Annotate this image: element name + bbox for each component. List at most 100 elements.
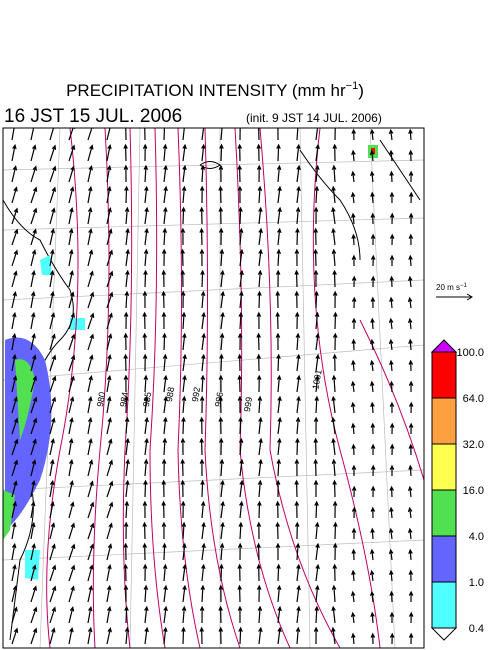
wind-arrow (68, 291, 75, 309)
wind-arrow (125, 458, 130, 477)
wind-arrow (331, 416, 336, 435)
wind-arrow (315, 164, 320, 183)
wind-arrow (333, 311, 338, 330)
wind-arrow (11, 563, 17, 582)
wind-arrow (296, 395, 301, 414)
wind-arrow (199, 626, 204, 645)
wind-arrow (332, 500, 338, 519)
isobar-label: 996 (213, 391, 225, 408)
wind-arrow (106, 333, 113, 351)
map-frame (2, 127, 425, 649)
wind-arrow (49, 186, 57, 204)
isobar-label: 985 (141, 391, 153, 408)
wind-arrow (277, 626, 282, 645)
wind-arrow (331, 206, 336, 225)
wind-arrow (163, 185, 168, 204)
wind-arrow (276, 143, 281, 162)
wind-arrow (389, 170, 394, 183)
wind-arrow (408, 233, 414, 246)
wind-arrow (257, 479, 263, 498)
colorbar-label: 1.0 (469, 577, 484, 589)
wind-arrow (11, 270, 18, 288)
wind-arrow (30, 396, 38, 414)
wind-arrow (106, 563, 112, 582)
coastline (3, 139, 421, 641)
wind-arrow (201, 128, 206, 141)
wind-arrow (182, 143, 187, 162)
title-text: PRECIPITATION INTENSITY (mm hr (66, 81, 346, 100)
wind-arrow (258, 458, 263, 477)
wind-arrow (219, 248, 225, 267)
wind-arrow (30, 479, 36, 498)
wind-arrow (408, 590, 414, 603)
wind-arrow (389, 254, 395, 267)
wind-arrow (123, 332, 129, 351)
wind-arrow (389, 590, 394, 603)
vector-scale-sup: −1 (460, 283, 468, 289)
wind-arrow (258, 128, 260, 141)
wind-arrow (201, 353, 206, 372)
wind-arrow (331, 584, 337, 603)
wind-arrow (201, 563, 206, 582)
wind-arrow (276, 353, 281, 372)
wind-arrow (125, 479, 130, 498)
wind-arrow (332, 290, 338, 309)
wind-arrow (87, 375, 93, 393)
wind-arrow (11, 542, 17, 561)
wind-arrow (30, 459, 37, 477)
wind-arrow (144, 128, 146, 141)
wind-arrow (144, 416, 149, 435)
wind-arrow (389, 359, 394, 372)
wind-arrow (68, 186, 75, 204)
wind-arrow (199, 437, 204, 456)
wind-arrow (315, 374, 320, 393)
wind-arrow (331, 374, 337, 393)
wind-arrow (106, 438, 113, 456)
wind-arrow (106, 374, 112, 393)
wind-arrow (181, 206, 186, 225)
wind-arrow (350, 590, 356, 603)
wind-arrow (258, 416, 263, 435)
wind-arrow (220, 479, 225, 498)
wind-arrow (30, 228, 37, 246)
wind-arrow (277, 605, 282, 624)
wind-arrow (49, 312, 56, 330)
wind-arrow (68, 606, 75, 624)
wind-arrow (389, 401, 395, 414)
wind-arrow (49, 375, 57, 393)
wind-arrow (296, 353, 301, 372)
wind-arrow (370, 506, 376, 519)
wind-arrow (370, 401, 375, 414)
wind-arrow (351, 317, 357, 330)
wind-arrow (351, 443, 356, 456)
wind-arrow (68, 248, 74, 267)
wind-arrow (220, 521, 225, 540)
wind-arrow (277, 185, 282, 204)
wind-arrow (295, 416, 301, 435)
wind-arrow (295, 626, 301, 645)
wind-arrow (161, 521, 167, 540)
wind-arrow (106, 543, 113, 561)
wind-arrow (124, 416, 130, 435)
wind-arrow (106, 584, 112, 603)
wind-arrow (408, 380, 414, 393)
wind-arrow (219, 563, 224, 582)
wind-arrow (87, 185, 93, 204)
wind-arrow (351, 506, 357, 519)
wind-arrow (87, 501, 95, 519)
wind-arrow (218, 395, 223, 414)
wind-arrow (331, 164, 337, 183)
title: PRECIPITATION INTENSITY (mm hr−1) (66, 80, 364, 100)
wind-arrow (125, 248, 130, 267)
wind-arrow (30, 521, 36, 540)
wind-arrow (124, 206, 130, 225)
wind-arrow (351, 212, 356, 225)
wind-arrow (333, 521, 338, 540)
wind-arrow (331, 395, 336, 414)
wind-arrow (294, 269, 299, 288)
wind-arrow (256, 563, 262, 582)
wind-arrow (199, 227, 204, 246)
wind-arrow (68, 206, 74, 225)
wind-arrow (276, 563, 281, 582)
wind-arrow (332, 542, 338, 561)
